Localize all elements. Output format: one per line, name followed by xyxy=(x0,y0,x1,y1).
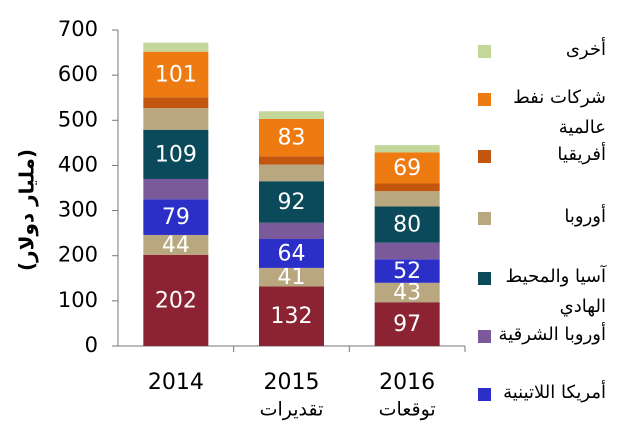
bar-segment xyxy=(143,199,209,235)
bar-segment xyxy=(259,111,324,119)
legend-swatch xyxy=(478,330,491,343)
data-label: 41 xyxy=(278,265,306,290)
y-tick-label: 600 xyxy=(58,62,98,86)
bar-segment xyxy=(143,129,209,179)
data-label: 92 xyxy=(278,190,306,215)
bar-segment xyxy=(259,181,324,223)
legend-label: أمريكا اللاتينية xyxy=(503,382,606,403)
bar-segment xyxy=(143,234,209,255)
bar-segment xyxy=(374,206,440,243)
y-tick-label: 500 xyxy=(58,107,98,131)
legend-label: أخرى xyxy=(565,39,606,60)
bar-segment xyxy=(374,242,440,260)
bar-segment xyxy=(374,183,440,192)
x-tick-label: 2016 xyxy=(379,370,435,395)
bar-segment xyxy=(259,239,324,268)
legend-item: أوروبا xyxy=(478,206,628,232)
y-tick-label: 400 xyxy=(58,152,98,176)
legend-swatch xyxy=(478,272,491,285)
y-tick-label: 200 xyxy=(58,243,98,267)
data-label: 202 xyxy=(155,288,197,313)
y-tick-label: 0 xyxy=(85,333,98,357)
legend-item: أمريكا اللاتينية xyxy=(478,382,628,408)
legend-label: شركات نفط عالمية xyxy=(513,87,606,138)
data-label: 101 xyxy=(155,62,197,87)
data-label: 79 xyxy=(162,205,190,230)
legend-swatch xyxy=(478,212,491,225)
data-label: 69 xyxy=(393,156,421,181)
bar-segment xyxy=(374,152,440,184)
data-label: 44 xyxy=(162,233,190,258)
bar-segment xyxy=(259,118,324,157)
bar-segment xyxy=(143,97,209,109)
bar-segment xyxy=(143,51,209,98)
data-label: 64 xyxy=(278,241,306,266)
bar-segment xyxy=(374,191,440,207)
bar-segment xyxy=(143,42,209,52)
legend-swatch xyxy=(478,150,491,163)
bar-segment xyxy=(143,178,209,200)
data-label: 83 xyxy=(278,126,306,151)
data-label: 80 xyxy=(393,213,421,238)
y-tick-label: 100 xyxy=(58,288,98,312)
data-label: 52 xyxy=(393,259,421,284)
legend-label: آسيا والمحيط الهادي xyxy=(505,266,606,317)
legend-label: أوروبا xyxy=(564,206,606,227)
legend-item: أفريقيا xyxy=(478,144,628,170)
bar-segment xyxy=(374,259,440,283)
bar-segment xyxy=(374,302,440,346)
legend-item: أخرى xyxy=(478,39,628,65)
data-label: 43 xyxy=(393,281,421,306)
x-tick-sublabel: توقعات xyxy=(379,399,436,421)
legend-label: أفريقيا xyxy=(557,144,606,165)
legend-label: أوروبا الشرقية xyxy=(498,324,606,345)
data-label: 109 xyxy=(155,142,197,167)
y-tick-label: 300 xyxy=(58,198,98,222)
legend-swatch xyxy=(478,388,491,401)
y-tick-label: 700 xyxy=(58,17,98,41)
bar-segment xyxy=(259,222,324,240)
bar-segment xyxy=(259,286,324,346)
legend-swatch xyxy=(478,45,491,58)
x-tick-label: 2014 xyxy=(148,370,204,395)
bar-segment xyxy=(143,254,209,346)
bar-segment xyxy=(374,145,440,153)
legend-item: أوروبا الشرقية xyxy=(478,324,628,350)
bar-segment xyxy=(143,108,209,130)
data-label: 97 xyxy=(393,312,421,337)
x-tick-label: 2015 xyxy=(264,370,320,395)
bar-segment xyxy=(259,164,324,182)
bar-segment xyxy=(259,267,324,287)
bar-segment xyxy=(259,156,324,165)
legend-swatch xyxy=(478,93,491,106)
bar-segment xyxy=(374,282,440,303)
data-label: 132 xyxy=(271,304,313,329)
x-tick-sublabel: تقديرات xyxy=(260,399,324,421)
legend-item: آسيا والمحيط الهادي xyxy=(478,266,628,322)
y-axis-label: (مليار دولار) xyxy=(15,149,39,271)
legend-item: شركات نفط عالمية xyxy=(478,87,628,143)
